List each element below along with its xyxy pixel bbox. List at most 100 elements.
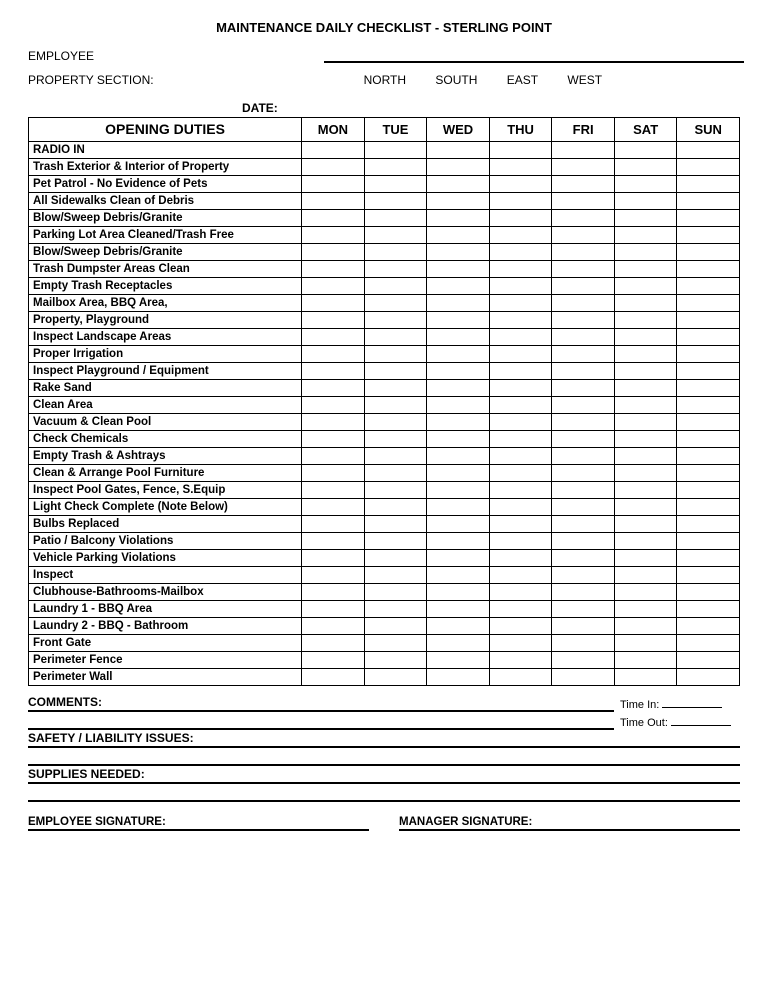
checkbox-cell[interactable] — [614, 482, 677, 499]
checkbox-cell[interactable] — [552, 516, 615, 533]
checkbox-cell[interactable] — [489, 431, 552, 448]
checkbox-cell[interactable] — [677, 193, 740, 210]
checkbox-cell[interactable] — [302, 295, 365, 312]
checkbox-cell[interactable] — [614, 210, 677, 227]
checkbox-cell[interactable] — [364, 414, 427, 431]
checkbox-cell[interactable] — [364, 278, 427, 295]
checkbox-cell[interactable] — [552, 669, 615, 686]
checkbox-cell[interactable] — [302, 346, 365, 363]
checkbox-cell[interactable] — [552, 635, 615, 652]
checkbox-cell[interactable] — [552, 244, 615, 261]
checkbox-cell[interactable] — [489, 329, 552, 346]
checkbox-cell[interactable] — [427, 533, 490, 550]
checkbox-cell[interactable] — [427, 244, 490, 261]
checkbox-cell[interactable] — [489, 414, 552, 431]
checkbox-cell[interactable] — [614, 601, 677, 618]
checkbox-cell[interactable] — [614, 618, 677, 635]
checkbox-cell[interactable] — [427, 312, 490, 329]
checkbox-cell[interactable] — [302, 176, 365, 193]
safety-row-2[interactable] — [28, 750, 740, 766]
checkbox-cell[interactable] — [489, 295, 552, 312]
checkbox-cell[interactable] — [552, 193, 615, 210]
checkbox-cell[interactable] — [489, 142, 552, 159]
checkbox-cell[interactable] — [427, 176, 490, 193]
checkbox-cell[interactable] — [302, 431, 365, 448]
checkbox-cell[interactable] — [614, 635, 677, 652]
checkbox-cell[interactable] — [489, 465, 552, 482]
checkbox-cell[interactable] — [489, 227, 552, 244]
checkbox-cell[interactable] — [302, 261, 365, 278]
checkbox-cell[interactable] — [677, 210, 740, 227]
checkbox-cell[interactable] — [302, 397, 365, 414]
checkbox-cell[interactable] — [489, 176, 552, 193]
checkbox-cell[interactable] — [614, 278, 677, 295]
checkbox-cell[interactable] — [614, 380, 677, 397]
checkbox-cell[interactable] — [614, 465, 677, 482]
checkbox-cell[interactable] — [427, 482, 490, 499]
checkbox-cell[interactable] — [552, 533, 615, 550]
checkbox-cell[interactable] — [364, 482, 427, 499]
checkbox-cell[interactable] — [614, 584, 677, 601]
checkbox-cell[interactable] — [364, 550, 427, 567]
checkbox-cell[interactable] — [364, 227, 427, 244]
checkbox-cell[interactable] — [677, 516, 740, 533]
checkbox-cell[interactable] — [614, 448, 677, 465]
checkbox-cell[interactable] — [677, 635, 740, 652]
checkbox-cell[interactable] — [552, 499, 615, 516]
checkbox-cell[interactable] — [302, 448, 365, 465]
checkbox-cell[interactable] — [552, 652, 615, 669]
checkbox-cell[interactable] — [364, 380, 427, 397]
direction-east[interactable]: EAST — [507, 73, 538, 87]
checkbox-cell[interactable] — [427, 669, 490, 686]
checkbox-cell[interactable] — [489, 601, 552, 618]
checkbox-cell[interactable] — [489, 652, 552, 669]
checkbox-cell[interactable] — [614, 363, 677, 380]
checkbox-cell[interactable] — [614, 329, 677, 346]
checkbox-cell[interactable] — [489, 669, 552, 686]
checkbox-cell[interactable] — [552, 278, 615, 295]
checkbox-cell[interactable] — [427, 499, 490, 516]
checkbox-cell[interactable] — [364, 669, 427, 686]
checkbox-cell[interactable] — [364, 193, 427, 210]
checkbox-cell[interactable] — [552, 363, 615, 380]
checkbox-cell[interactable] — [614, 397, 677, 414]
checkbox-cell[interactable] — [677, 346, 740, 363]
checkbox-cell[interactable] — [489, 516, 552, 533]
checkbox-cell[interactable] — [364, 261, 427, 278]
checkbox-cell[interactable] — [489, 312, 552, 329]
checkbox-cell[interactable] — [552, 210, 615, 227]
checkbox-cell[interactable] — [427, 363, 490, 380]
checkbox-cell[interactable] — [552, 142, 615, 159]
checkbox-cell[interactable] — [677, 159, 740, 176]
checkbox-cell[interactable] — [677, 669, 740, 686]
checkbox-cell[interactable] — [489, 482, 552, 499]
checkbox-cell[interactable] — [427, 397, 490, 414]
checkbox-cell[interactable] — [302, 312, 365, 329]
checkbox-cell[interactable] — [489, 159, 552, 176]
checkbox-cell[interactable] — [552, 312, 615, 329]
checkbox-cell[interactable] — [364, 635, 427, 652]
checkbox-cell[interactable] — [364, 176, 427, 193]
checkbox-cell[interactable] — [302, 584, 365, 601]
checkbox-cell[interactable] — [614, 499, 677, 516]
checkbox-cell[interactable] — [614, 193, 677, 210]
checkbox-cell[interactable] — [364, 516, 427, 533]
checkbox-cell[interactable] — [677, 397, 740, 414]
checkbox-cell[interactable] — [302, 244, 365, 261]
checkbox-cell[interactable] — [302, 227, 365, 244]
checkbox-cell[interactable] — [552, 176, 615, 193]
direction-south[interactable]: SOUTH — [435, 73, 477, 87]
checkbox-cell[interactable] — [364, 363, 427, 380]
checkbox-cell[interactable] — [614, 346, 677, 363]
checkbox-cell[interactable] — [552, 482, 615, 499]
direction-north[interactable]: NORTH — [364, 73, 406, 87]
checkbox-cell[interactable] — [489, 261, 552, 278]
checkbox-cell[interactable] — [552, 414, 615, 431]
checkbox-cell[interactable] — [302, 618, 365, 635]
checkbox-cell[interactable] — [427, 193, 490, 210]
checkbox-cell[interactable] — [489, 499, 552, 516]
checkbox-cell[interactable] — [302, 193, 365, 210]
checkbox-cell[interactable] — [677, 482, 740, 499]
checkbox-cell[interactable] — [677, 652, 740, 669]
checkbox-cell[interactable] — [427, 601, 490, 618]
